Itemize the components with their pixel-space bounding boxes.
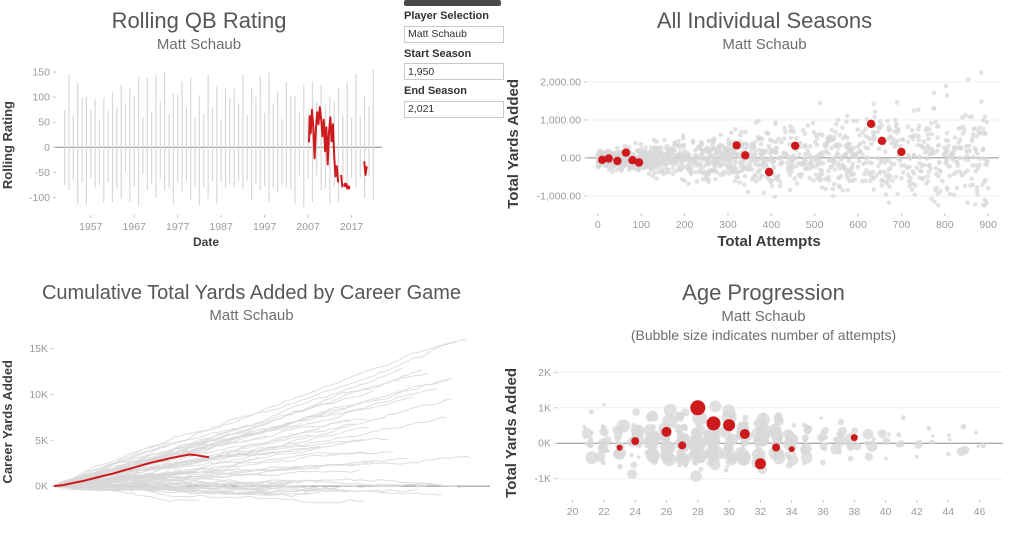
svg-text:44: 44 bbox=[942, 506, 954, 518]
svg-text:38: 38 bbox=[848, 506, 860, 518]
seasons-y-axis-title: Total Yards Added bbox=[505, 79, 522, 209]
start-season-filter: Start Season bbox=[404, 47, 508, 80]
scrollbar-thumb[interactable] bbox=[404, 0, 501, 6]
rolling-plot-row: Rolling Rating -100 -50 0 50 100 150 1957 1967 1… bbox=[0, 55, 398, 235]
seasons-chart-subtitle: Matt Schaub bbox=[722, 36, 807, 53]
svg-text:100: 100 bbox=[632, 219, 650, 231]
age-plot-row: Total Yards Added -1K 0K 1K 2K 20 22 24 26 28 30 3… bbox=[503, 345, 1024, 520]
svg-text:10K: 10K bbox=[29, 389, 48, 401]
svg-text:32: 32 bbox=[755, 506, 767, 518]
svg-text:150: 150 bbox=[32, 67, 50, 79]
seasons-x-axis-title: Total Attempts bbox=[717, 233, 821, 250]
age-y-axis-title: Total Yards Added bbox=[503, 367, 520, 498]
age-chart-note: (Bubble size indicates number of attempt… bbox=[630, 327, 897, 343]
svg-text:34: 34 bbox=[786, 506, 798, 518]
rolling-x-axis-title: Date bbox=[192, 235, 219, 249]
seasons-scatter-chart[interactable]: -1,000.00 0.00 1,000.00 2,000.00 0 100 200 300 4… bbox=[525, 55, 1013, 233]
svg-text:-1K: -1K bbox=[535, 473, 551, 485]
end-season-input[interactable] bbox=[404, 100, 504, 118]
svg-text:0: 0 bbox=[44, 142, 50, 154]
svg-text:2007: 2007 bbox=[296, 221, 320, 233]
svg-text:30: 30 bbox=[723, 506, 735, 518]
panel-age-progression: Age Progression Matt Schaub (Bubble size… bbox=[503, 272, 1024, 550]
rolling-rating-chart[interactable]: -100 -50 0 50 100 150 1957 1967 1977 1987 1997 2007… bbox=[20, 55, 392, 235]
start-season-input[interactable] bbox=[404, 63, 504, 80]
player-selection-input[interactable] bbox=[404, 25, 504, 43]
cumulative-plot-row: Career Yards Added 0K 5K 10K 15K bbox=[0, 326, 503, 518]
svg-text:0.00: 0.00 bbox=[561, 152, 582, 164]
svg-text:0K: 0K bbox=[538, 438, 551, 450]
svg-text:5K: 5K bbox=[35, 435, 48, 447]
svg-text:1K: 1K bbox=[538, 402, 551, 414]
cumulative-line-chart[interactable]: 0K 5K 10K 15K bbox=[20, 326, 498, 518]
svg-text:40: 40 bbox=[880, 506, 892, 518]
svg-text:46: 46 bbox=[974, 506, 986, 518]
cumulative-chart-title: Cumulative Total Yards Added by Career G… bbox=[41, 282, 462, 304]
end-season-label: End Season bbox=[404, 85, 467, 97]
seasons-plot-row: Total Yards Added -1,000.00 0.00 1,000.00 2… bbox=[505, 55, 1024, 233]
svg-text:600: 600 bbox=[849, 219, 867, 231]
svg-text:400: 400 bbox=[763, 219, 781, 231]
svg-text:24: 24 bbox=[629, 506, 641, 518]
rolling-y-axis-title: Rolling Rating bbox=[0, 100, 15, 190]
svg-text:1,000.00: 1,000.00 bbox=[540, 114, 581, 126]
svg-text:26: 26 bbox=[661, 506, 673, 518]
svg-text:2,000.00: 2,000.00 bbox=[540, 76, 581, 88]
svg-text:0K: 0K bbox=[35, 481, 48, 493]
age-chart-subtitle: Matt Schaub bbox=[721, 308, 806, 325]
svg-text:1967: 1967 bbox=[123, 221, 147, 233]
end-season-filter: End Season bbox=[404, 85, 508, 118]
svg-text:1987: 1987 bbox=[209, 221, 233, 233]
svg-text:1977: 1977 bbox=[166, 221, 190, 233]
svg-text:500: 500 bbox=[806, 219, 824, 231]
svg-text:36: 36 bbox=[817, 506, 829, 518]
svg-text:20: 20 bbox=[567, 506, 579, 518]
player-selection-label: Player Selection bbox=[404, 10, 489, 22]
svg-text:1997: 1997 bbox=[253, 221, 277, 233]
player-selection-filter: Player Selection bbox=[404, 10, 508, 43]
age-bubble-chart[interactable]: -1K 0K 1K 2K 20 22 24 26 28 30 32 34 36 38 40 42 44 46 bbox=[523, 345, 1015, 520]
svg-text:-100: -100 bbox=[29, 192, 50, 204]
cumulative-chart-subtitle: Matt Schaub bbox=[209, 307, 294, 324]
rolling-chart-subtitle: Matt Schaub bbox=[156, 36, 242, 53]
seasons-chart-title: All Individual Seasons bbox=[656, 8, 873, 33]
cumulative-y-axis-title: Career Yards Added bbox=[0, 360, 15, 484]
svg-text:800: 800 bbox=[936, 219, 954, 231]
svg-text:15K: 15K bbox=[29, 343, 48, 355]
svg-text:900: 900 bbox=[979, 219, 997, 231]
svg-text:-50: -50 bbox=[35, 167, 50, 179]
svg-text:2017: 2017 bbox=[340, 221, 364, 233]
svg-text:200: 200 bbox=[676, 219, 694, 231]
svg-text:42: 42 bbox=[911, 506, 923, 518]
svg-text:-1,000.00: -1,000.00 bbox=[537, 190, 582, 202]
svg-text:2K: 2K bbox=[538, 367, 551, 379]
svg-text:50: 50 bbox=[38, 117, 50, 129]
svg-text:100: 100 bbox=[32, 92, 50, 104]
rolling-chart-title: Rolling QB Rating bbox=[111, 8, 287, 33]
panel-rolling-qb-rating: Rolling QB Rating Matt Schaub Rolling Ra… bbox=[0, 0, 398, 272]
start-season-label: Start Season bbox=[404, 47, 472, 60]
svg-text:700: 700 bbox=[893, 219, 911, 231]
filter-panel: Player Selection Start Season End Season bbox=[400, 0, 508, 123]
svg-text:1957: 1957 bbox=[79, 221, 103, 233]
svg-text:300: 300 bbox=[719, 219, 737, 231]
svg-text:0: 0 bbox=[595, 219, 601, 231]
svg-text:28: 28 bbox=[692, 506, 704, 518]
panel-all-individual-seasons: All Individual Seasons Matt Schaub Total… bbox=[505, 0, 1024, 272]
panel-cumulative-yards: Cumulative Total Yards Added by Career G… bbox=[0, 272, 503, 550]
age-chart-title: Age Progression bbox=[682, 280, 845, 305]
svg-text:22: 22 bbox=[598, 506, 610, 518]
